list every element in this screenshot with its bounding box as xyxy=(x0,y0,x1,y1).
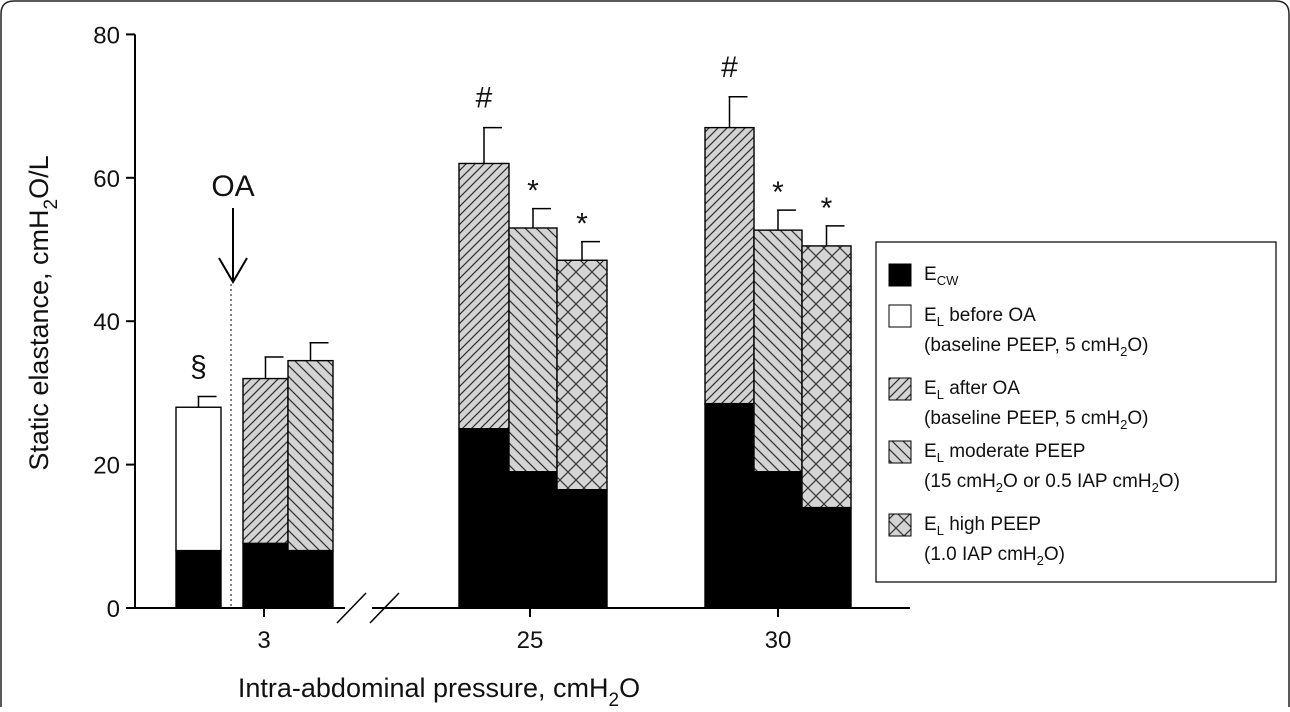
legend-entry-ecw: ECW xyxy=(888,263,959,288)
x-tick-label-3: 3 xyxy=(257,627,270,654)
bar-3-before-oa-ecw-segment xyxy=(175,549,222,609)
annotations: § # * * # * * xyxy=(190,51,833,384)
y-tick-label-80: 80 xyxy=(93,22,120,49)
oa-marker: OA xyxy=(211,170,255,608)
bar-25-after-oa-ecw-segment xyxy=(458,428,510,609)
x-axis-title: Intra-abdominal pressure, cmH2O xyxy=(238,673,640,707)
svg-text:EL moderate PEEP: EL moderate PEEP xyxy=(924,441,1085,465)
y-tick-label-20: 20 xyxy=(93,453,120,480)
bar-25-after-oa-el-segment xyxy=(458,162,510,430)
legend-entry-after-oa: EL after OA (baseline PEEP, 5 cmH2O) xyxy=(888,377,1148,432)
legend-swatch-before-oa xyxy=(888,304,912,328)
svg-text:ECW: ECW xyxy=(924,264,959,288)
bar-25-moderate-peep-significance: * xyxy=(527,175,539,208)
axis-break-mark-right xyxy=(369,592,400,624)
y-tick-label-40: 40 xyxy=(93,309,120,336)
oa-label: OA xyxy=(211,170,254,203)
legend-entry-high-peep: EL high PEEP (1.0 IAP cmH2O) xyxy=(888,513,1065,568)
svg-text:EL before OA: EL before OA xyxy=(924,305,1036,329)
bar-30-high-peep-ecw-segment xyxy=(801,506,852,609)
x-tick-label-25: 25 xyxy=(517,627,544,654)
legend-box xyxy=(875,241,1277,583)
svg-text:(1.0 IAP cmH2O): (1.0 IAP cmH2O) xyxy=(924,544,1065,568)
svg-text:(baseline PEEP, 5 cmH2O): (baseline PEEP, 5 cmH2O) xyxy=(924,408,1148,432)
bar-30-moderate-peep-el-segment xyxy=(753,229,803,473)
bar-25-high-peep-significance: * xyxy=(576,208,588,241)
y-axis-title: Static elastance, cmH2O/L xyxy=(24,155,62,470)
bar-30-after-oa-el-segment xyxy=(704,126,755,405)
bar-3-after-oa-el-segment xyxy=(242,377,289,545)
bar-30-after-oa-significance: # xyxy=(721,51,738,84)
svg-text:(baseline PEEP, 5 cmH2O): (baseline PEEP, 5 cmH2O) xyxy=(924,335,1148,359)
legend: ECW EL before OA (baseline PEEP, 5 cmH2O… xyxy=(875,241,1277,583)
bar-3-moderate-peep-el-segment xyxy=(287,359,334,552)
bars xyxy=(175,96,852,609)
svg-text:EL after OA: EL after OA xyxy=(924,378,1020,402)
y-tick-label-60: 60 xyxy=(93,166,120,193)
y-tick-label-0: 0 xyxy=(107,596,120,623)
bar-25-moderate-peep-el-segment xyxy=(508,227,558,473)
bar-25-high-peep-el-segment xyxy=(556,259,608,491)
oa-arrow-head-icon xyxy=(218,257,248,284)
axis-break-mark-left xyxy=(336,592,367,624)
bar-30-high-peep-significance: * xyxy=(821,192,833,225)
bar-3-before-oa-el-segment xyxy=(175,406,222,552)
bar-3-before-oa-significance: § xyxy=(190,350,207,383)
legend-entry-moderate-peep: EL moderate PEEP (15 cmH2O or 0.5 IAP cm… xyxy=(888,440,1180,495)
bar-25-moderate-peep-ecw-segment xyxy=(508,471,558,609)
bar-30-moderate-peep-ecw-segment xyxy=(753,471,803,609)
bar-30-moderate-peep-significance: * xyxy=(772,176,784,209)
bar-25-high-peep-ecw-segment xyxy=(556,488,608,609)
svg-text:EL high PEEP: EL high PEEP xyxy=(924,514,1041,538)
bar-30-after-oa-ecw-segment xyxy=(704,402,755,609)
legend-swatch-high-peep xyxy=(888,513,912,537)
legend-swatch-ecw xyxy=(888,263,912,287)
x-tick-label-30: 30 xyxy=(765,627,792,654)
legend-swatch-after-oa xyxy=(888,377,912,401)
bar-25-after-oa-significance: # xyxy=(476,82,493,115)
legend-entry-before-oa: EL before OA (baseline PEEP, 5 cmH2O) xyxy=(888,304,1148,359)
svg-text:(15 cmH2O or 0.5 IAP cmH2O): (15 cmH2O or 0.5 IAP cmH2O) xyxy=(924,471,1180,495)
bar-30-high-peep-el-segment xyxy=(801,245,852,509)
bar-3-moderate-peep-ecw-segment xyxy=(287,549,334,609)
bar-3-after-oa-ecw-segment xyxy=(242,542,289,609)
legend-swatch-moderate-peep xyxy=(888,440,912,464)
